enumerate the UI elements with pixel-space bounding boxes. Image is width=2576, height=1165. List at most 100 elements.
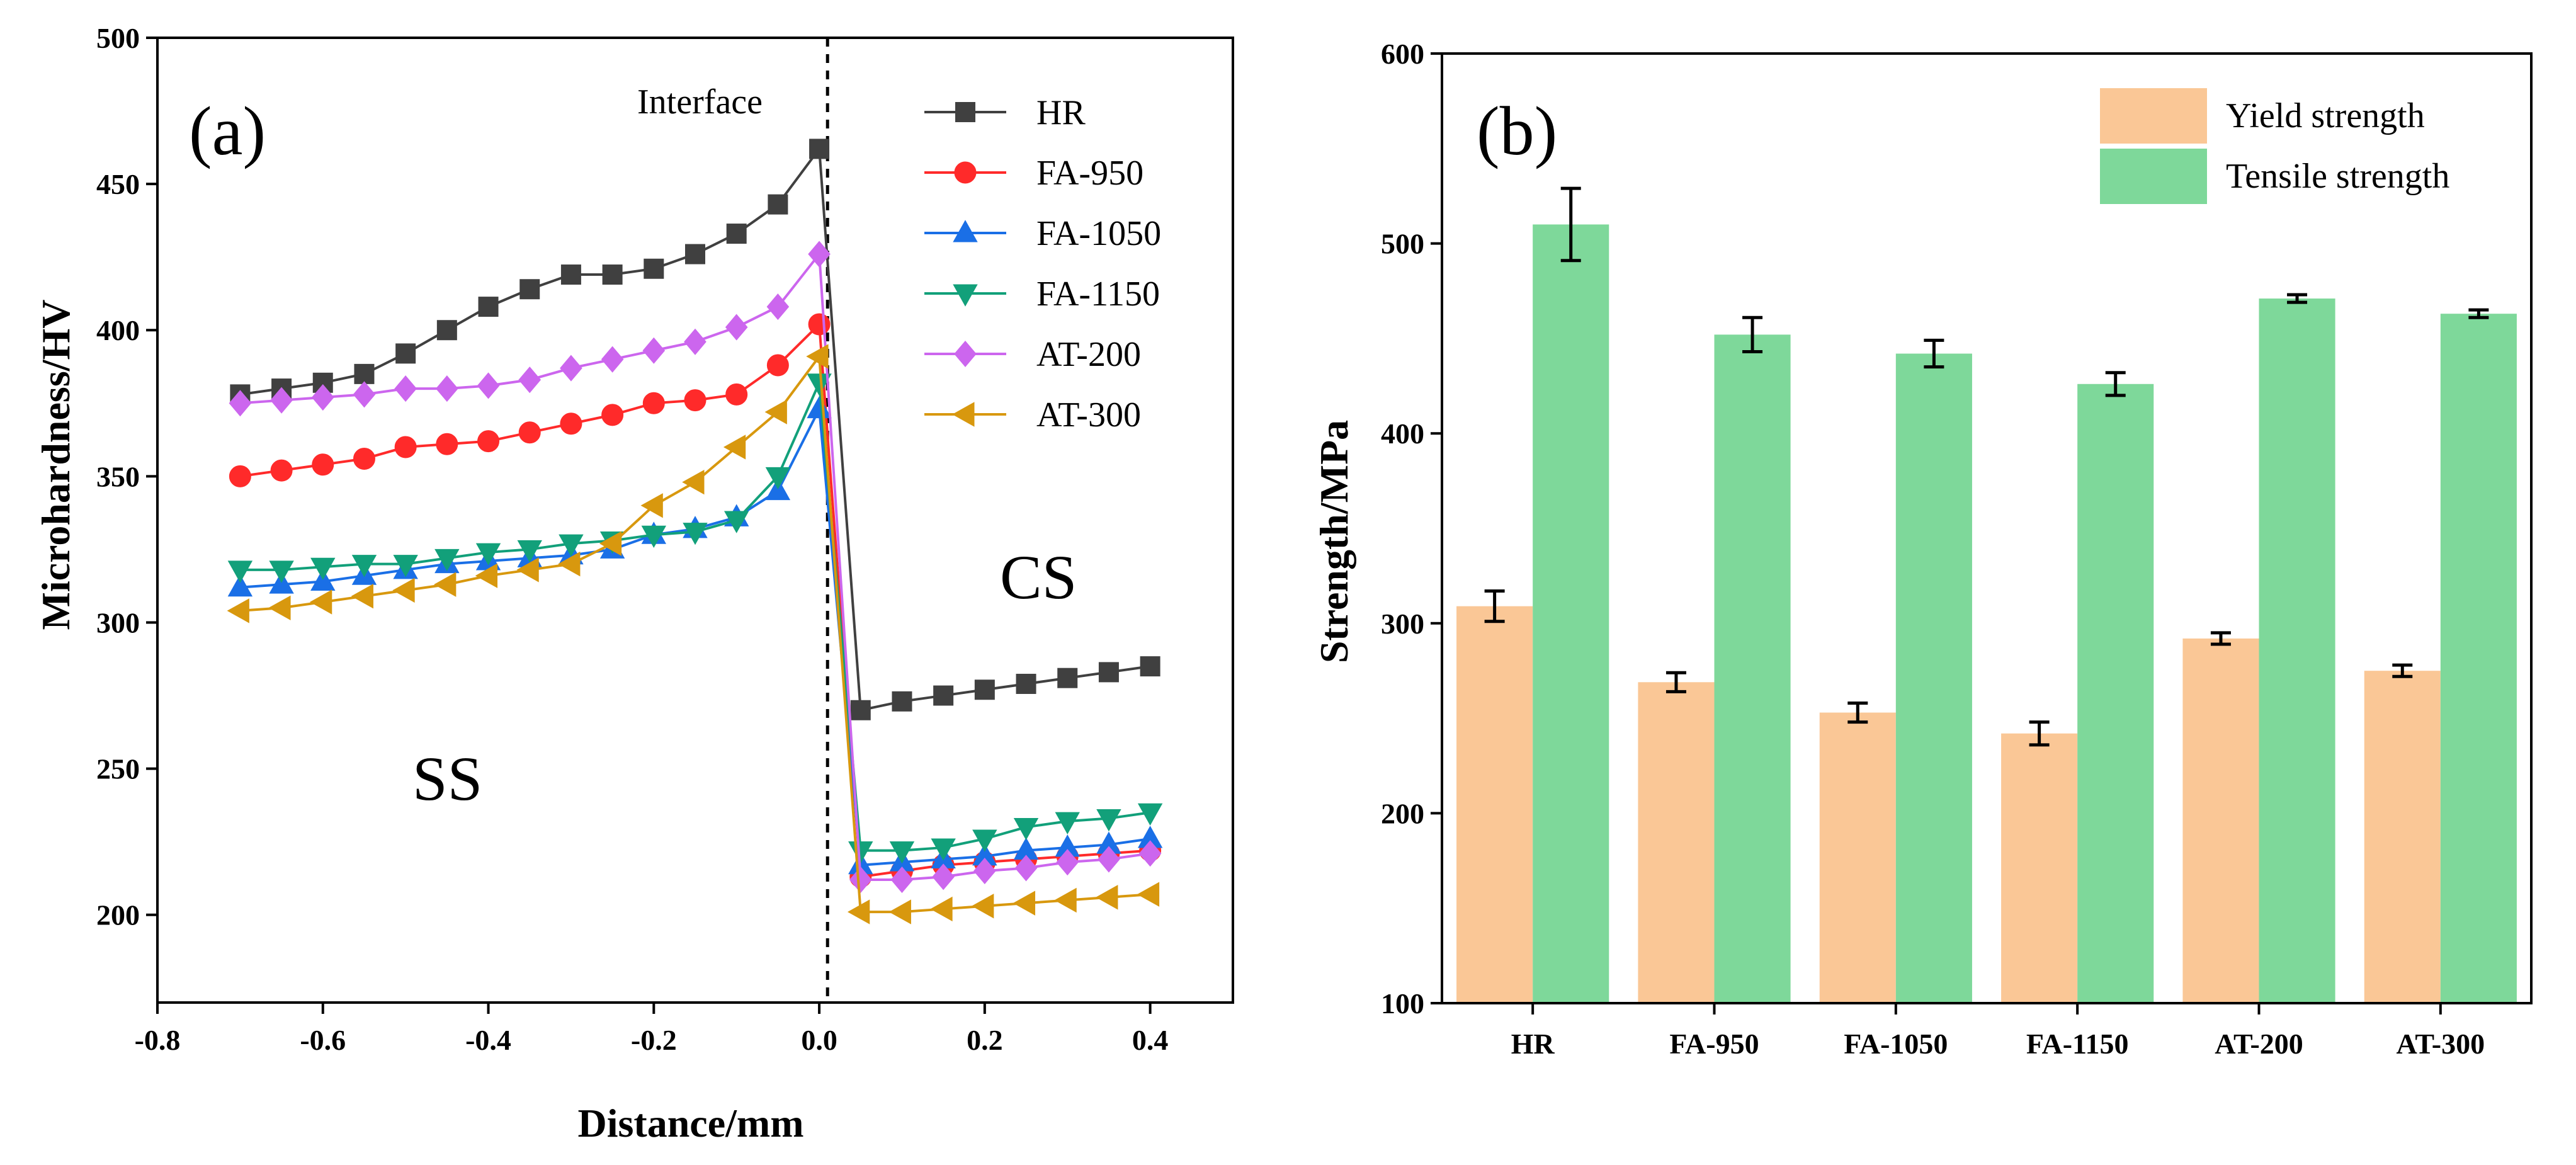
panel-a-legend: HR FA-950 FA-1050 FA-1150 AT-200 AT-300 [924, 93, 1161, 435]
data-point [808, 241, 831, 268]
legend-marker [955, 102, 975, 122]
data-point [1137, 882, 1160, 907]
data-point [436, 375, 458, 402]
data-point [477, 430, 500, 453]
panel-a-line-chart: -0.8 -0.6 -0.4 -0.2 0.0 0.2 0.4 200 250 300 350 40… [33, 22, 1234, 1145]
data-point [1098, 662, 1119, 683]
series-line [240, 353, 1150, 914]
x-tick-label: -0.8 [135, 1024, 181, 1056]
legend-marker [953, 220, 978, 242]
y-tick-label: 400 [1381, 418, 1424, 450]
error-bar [1560, 186, 1581, 263]
error-bar [2029, 720, 2050, 747]
data-point [1096, 885, 1118, 910]
bar-yield [1638, 682, 1715, 1003]
panel-b-bars-group [1456, 186, 2517, 1004]
data-point [312, 453, 334, 476]
data-point [933, 685, 954, 706]
data-point [392, 577, 415, 603]
data-point [560, 412, 582, 435]
data-point [560, 264, 581, 285]
bar-yield [1819, 712, 1896, 1003]
panel-b-bar-chart: HR FA-950 FA-1050 FA-1150 AT-200 AT-300 100 20… [1312, 38, 2533, 1060]
series-at-200 [229, 241, 1162, 894]
legend-marker [953, 284, 978, 307]
data-point [930, 896, 953, 922]
x-category-label: FA-1050 [1844, 1028, 1948, 1060]
legend-marker [954, 161, 977, 184]
legend-label: FA-1050 [1036, 214, 1161, 253]
data-point [1096, 809, 1121, 832]
panel-a-y-axis-label: Microhardness/HV [33, 299, 78, 630]
interface-label: Interface [637, 82, 763, 122]
data-point [973, 858, 996, 885]
legend-item-at-200: AT-200 [924, 335, 1141, 374]
data-point [475, 543, 501, 565]
data-point [269, 560, 294, 583]
data-point [685, 244, 705, 264]
data-point [227, 560, 253, 583]
data-point [892, 691, 912, 712]
series-hr [230, 139, 1160, 720]
data-point [268, 595, 291, 620]
data-point [517, 540, 542, 563]
series-fa-1150 [227, 373, 1163, 864]
data-point [723, 435, 746, 460]
data-point [766, 354, 789, 377]
data-point [395, 343, 416, 364]
data-point [475, 563, 498, 588]
legend-label: FA-950 [1036, 154, 1143, 193]
legend-swatch [2100, 88, 2207, 144]
x-category-label: AT-200 [2215, 1028, 2303, 1060]
bar-tensile [2259, 298, 2335, 1004]
bar-group-at-300 [2364, 308, 2517, 1003]
data-point [227, 574, 253, 597]
data-point [888, 899, 911, 924]
data-point [354, 363, 375, 384]
panel-a-series-group [227, 139, 1163, 924]
data-point [270, 387, 293, 414]
data-point [351, 555, 377, 577]
legend-swatch [2100, 149, 2207, 204]
data-point [725, 314, 748, 341]
x-tick-label: 0.0 [801, 1024, 837, 1056]
y-tick-label: 200 [1381, 797, 1424, 829]
data-point [436, 433, 458, 455]
panel-a-y-ticks: 200 250 300 350 400 450 500 [96, 22, 157, 931]
data-point [1054, 887, 1077, 913]
cs-label: CS [1000, 542, 1077, 612]
data-point [726, 224, 747, 244]
y-tick-label: 250 [96, 753, 140, 785]
bar-tensile [2077, 384, 2154, 1003]
panel-b-x-ticks: HR FA-950 FA-1050 FA-1150 AT-200 AT-300 [1511, 1003, 2485, 1060]
legend-item-hr: HR [924, 93, 1086, 132]
data-point [518, 421, 541, 444]
data-point [972, 829, 997, 852]
data-point [394, 436, 417, 458]
x-category-label: FA-950 [1669, 1028, 1759, 1060]
data-point [809, 139, 830, 159]
data-point [683, 523, 708, 545]
data-point [1057, 668, 1078, 688]
data-point [560, 355, 582, 382]
data-point [850, 700, 871, 720]
error-bar [2105, 371, 2126, 397]
data-point [644, 258, 664, 279]
error-bar [2210, 631, 2231, 646]
data-point [642, 337, 666, 364]
data-point [1013, 890, 1036, 916]
panel-a-x-axis-label: Distance/mm [577, 1101, 803, 1145]
data-point [434, 548, 460, 572]
legend-item-fa-1150: FA-1150 [924, 275, 1160, 314]
series-line [240, 382, 1150, 852]
y-tick-label: 500 [1381, 228, 1424, 260]
data-point [351, 583, 373, 609]
bar-yield [1456, 606, 1533, 1003]
x-tick-label: -0.6 [300, 1024, 346, 1056]
panel-b-frame [1441, 52, 2533, 1004]
data-point [931, 838, 956, 861]
bar-tensile [2440, 314, 2517, 1003]
data-point [1014, 855, 1038, 882]
data-point [764, 399, 787, 424]
data-point [599, 531, 622, 556]
